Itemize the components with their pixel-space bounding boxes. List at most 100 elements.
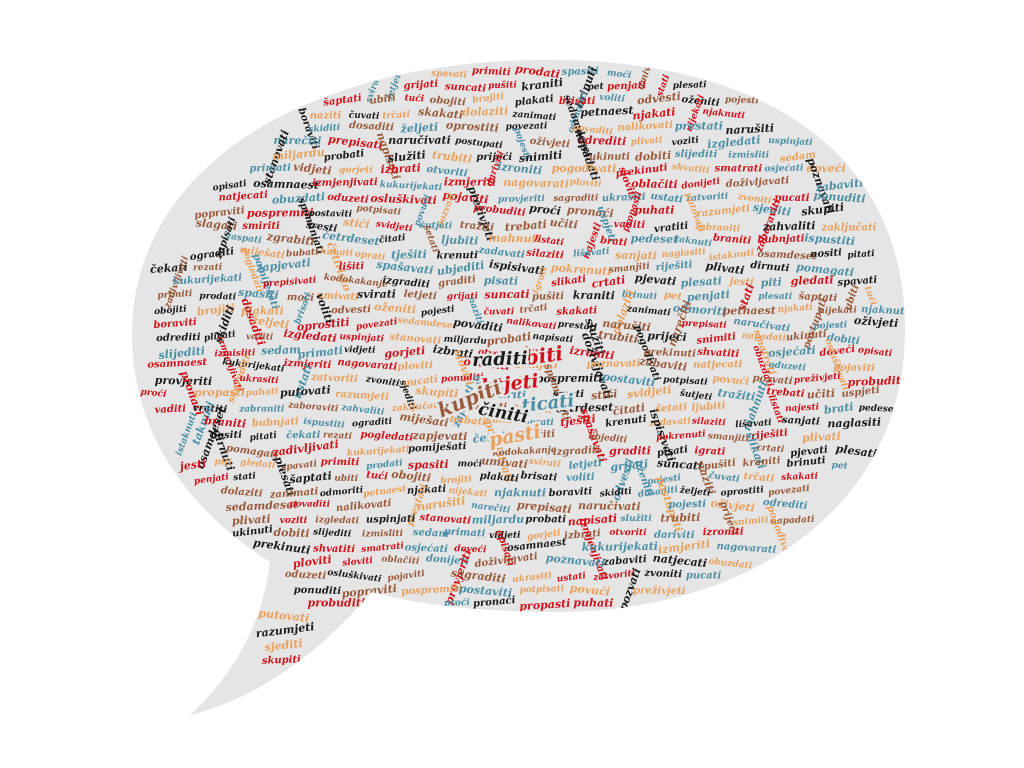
cloud-word: grijati <box>610 457 649 474</box>
cloud-word: penjati <box>686 288 730 304</box>
cloud-word: stići <box>591 387 618 402</box>
cloud-word: donijeti <box>426 553 470 567</box>
cloud-word: lišiti <box>338 261 364 273</box>
cloud-word: oživjeti <box>854 314 899 330</box>
cloud-word: opisati <box>212 179 248 194</box>
cloud-word: obuzdati <box>708 557 753 572</box>
cloud-word: skakati <box>781 472 819 483</box>
cloud-word: donijeti <box>515 360 558 371</box>
cloud-word: pospremiti <box>247 206 314 220</box>
cloud-word: pogledati <box>360 429 414 443</box>
cloud-word: potpisati <box>356 204 402 218</box>
cloud-word: preživjeti <box>793 371 841 386</box>
cloud-word: zabaviti <box>814 176 864 194</box>
cloud-word: prodati <box>514 62 560 81</box>
cloud-word: povezati <box>768 484 811 499</box>
cloud-word: doživljavati <box>725 175 789 190</box>
cloud-word: izmisliti <box>214 348 256 359</box>
cloud-word: zatvoriti <box>592 569 636 584</box>
cloud-word: čuvati <box>708 470 740 485</box>
cloud-word: odrediti <box>763 497 809 512</box>
cloud-word: riješiti <box>750 427 788 442</box>
cloud-word: pjevati <box>634 271 677 288</box>
cloud-word: bubnjati <box>252 416 300 429</box>
cloud-word: njaknuti <box>494 486 546 499</box>
cloud-word: čitati <box>379 232 407 246</box>
cloud-word: stanovati <box>419 512 471 527</box>
cloud-word: plivati <box>802 430 841 445</box>
cloud-word: pušiti <box>703 457 736 472</box>
cloud-word: trubiti <box>660 511 700 525</box>
cloud-word: gledati <box>790 273 833 287</box>
cloud-word: pucati <box>686 570 722 581</box>
cloud-word: bubati <box>449 414 486 428</box>
cloud-word: tražiti <box>717 386 756 404</box>
cloud-word: tražiti <box>459 220 494 234</box>
cloud-word: oprostiti <box>720 485 765 499</box>
cloud-word: probuditi <box>847 374 905 389</box>
cloud-word: shvatiti <box>671 162 710 176</box>
cloud-word: petnaest <box>580 104 634 119</box>
cloud-word: čuvati <box>483 306 514 317</box>
cloud-word: krenuti <box>605 414 648 430</box>
cloud-word: pospremiti <box>401 583 462 597</box>
cloud-word: gorjeti <box>384 344 426 360</box>
cloud-word: pozvati <box>752 373 793 387</box>
cloud-word: uspjeti <box>841 385 881 400</box>
cloud-word: proći <box>140 386 167 400</box>
cloud-word: napadati <box>770 515 815 527</box>
cloud-word: prestati <box>557 319 598 333</box>
cloud-word: pojaviti <box>833 362 875 374</box>
cloud-word: ukrasiti <box>602 192 646 204</box>
cloud-word: odvesti <box>636 90 681 108</box>
cloud-word: dirnuti <box>750 260 790 274</box>
cloud-word: izgledati <box>707 133 761 151</box>
cloud-word: skupiti <box>415 384 459 401</box>
cloud-word: ispustiti <box>804 231 856 248</box>
cloud-word: ustati <box>650 191 684 206</box>
cloud-word: lišiti <box>529 429 555 442</box>
cloud-word: suncati <box>484 288 529 302</box>
cloud-word: slijediti <box>313 527 352 539</box>
cloud-word: pušiti <box>532 291 564 303</box>
cloud-word: ubiti <box>334 474 359 484</box>
cloud-word: primati <box>444 526 486 539</box>
cloud-word: kukurijekati <box>173 273 243 288</box>
cloud-word: ispustiti <box>303 417 346 431</box>
cloud-word: boraviti <box>153 317 197 331</box>
cloud-word: brojiti <box>472 92 505 106</box>
cloud-word: osjećati <box>405 542 449 555</box>
cloud-word: izgledati <box>283 327 337 345</box>
cloud-word: zanimati <box>626 304 672 318</box>
cloud-word: plivati <box>705 259 745 277</box>
cloud-word: bubati <box>286 247 320 259</box>
cloud-word: nositi <box>810 247 843 260</box>
cloud-word: oženiti <box>374 300 417 316</box>
cloud-word: igrati <box>694 445 726 457</box>
cloud-word: pojesti <box>668 499 706 511</box>
cloud-word: pucati <box>402 374 439 390</box>
cloud-word: ploviti <box>397 360 433 373</box>
cloud-word: otvoriti <box>426 164 468 180</box>
cloud-word: zabraniti <box>238 404 285 414</box>
cloud-word: nalikovati <box>617 120 673 134</box>
cloud-word: odmoriti <box>673 302 727 319</box>
cloud-word: služiti <box>620 513 652 524</box>
cloud-word: umivati <box>316 290 359 303</box>
cloud-word: prijeći <box>476 152 512 163</box>
cloud-word: zadavati <box>477 245 525 261</box>
cloud-word: putovati <box>279 383 331 399</box>
cloud-word: sanjati <box>615 249 657 263</box>
cloud-word: zaboraviti <box>287 400 339 414</box>
cloud-word: sedam <box>413 527 450 540</box>
cloud-word: zahvaliti <box>762 219 816 233</box>
cloud-word: čekati <box>150 261 189 277</box>
cloud-word: zaspati <box>466 400 507 413</box>
cloud-word: izmisliti <box>362 529 404 540</box>
cloud-word: slagati <box>195 216 238 233</box>
cloud-word: spavati <box>837 275 878 289</box>
cloud-word: zapjevati <box>255 256 312 275</box>
cloud-word: nagovarati <box>337 357 398 373</box>
cloud-word: uspinjati <box>339 332 385 345</box>
cloud-word: spasiti <box>562 66 599 78</box>
